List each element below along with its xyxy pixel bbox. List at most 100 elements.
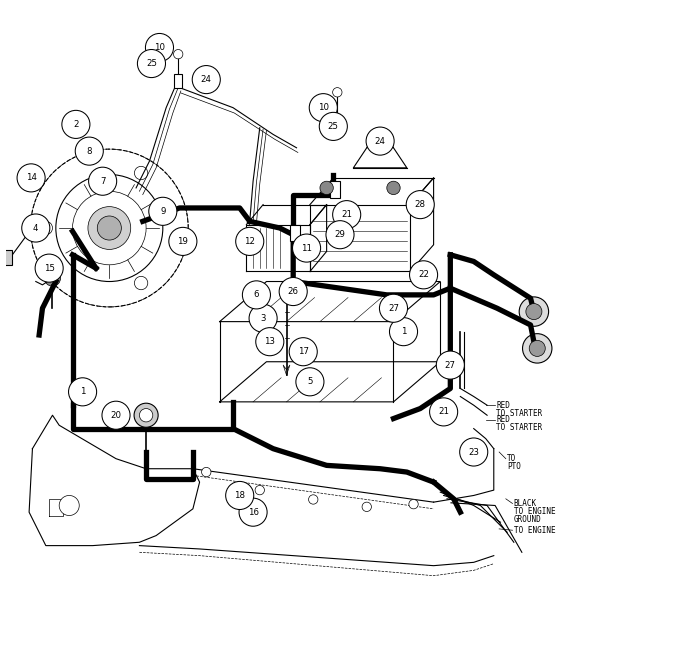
Circle shape <box>169 227 197 255</box>
Bar <box>333 116 341 129</box>
Circle shape <box>409 261 438 289</box>
Circle shape <box>35 254 63 282</box>
Circle shape <box>97 216 121 240</box>
Text: 25: 25 <box>146 59 157 68</box>
Text: 4: 4 <box>33 224 39 232</box>
Circle shape <box>102 401 130 429</box>
Circle shape <box>242 281 271 309</box>
Text: 1: 1 <box>401 327 406 336</box>
Circle shape <box>366 127 394 155</box>
Circle shape <box>522 334 552 363</box>
Bar <box>330 181 340 198</box>
Circle shape <box>292 234 320 262</box>
Circle shape <box>226 482 254 509</box>
Circle shape <box>520 297 549 326</box>
Circle shape <box>379 294 407 322</box>
Circle shape <box>362 502 371 511</box>
Circle shape <box>149 197 177 225</box>
Circle shape <box>309 94 337 122</box>
Text: 28: 28 <box>415 200 426 209</box>
Circle shape <box>529 340 545 356</box>
Text: 10: 10 <box>318 103 329 112</box>
Text: TO STARTER: TO STARTER <box>496 409 543 417</box>
Circle shape <box>333 200 360 228</box>
Bar <box>174 74 182 88</box>
Text: PTO: PTO <box>507 462 521 471</box>
Circle shape <box>320 181 333 194</box>
Text: 23: 23 <box>469 448 479 456</box>
Text: 21: 21 <box>438 407 449 416</box>
Circle shape <box>62 111 90 139</box>
Circle shape <box>17 164 45 192</box>
Text: 7: 7 <box>100 177 105 186</box>
Text: 21: 21 <box>341 210 352 219</box>
Text: BLACK: BLACK <box>514 499 537 508</box>
Circle shape <box>139 409 153 422</box>
Circle shape <box>320 113 347 141</box>
Circle shape <box>73 191 146 265</box>
Text: RED: RED <box>496 401 510 409</box>
Text: 25: 25 <box>328 122 339 131</box>
Circle shape <box>56 174 163 281</box>
Text: 24: 24 <box>201 75 211 84</box>
Text: 6: 6 <box>254 290 259 299</box>
Circle shape <box>296 368 324 396</box>
Circle shape <box>201 468 211 477</box>
Circle shape <box>192 66 220 94</box>
Text: 15: 15 <box>44 263 54 273</box>
Text: 5: 5 <box>307 377 313 387</box>
Circle shape <box>135 166 148 180</box>
Text: 10: 10 <box>154 43 165 52</box>
Text: 2: 2 <box>73 120 79 129</box>
Circle shape <box>460 438 488 466</box>
Text: 20: 20 <box>111 411 122 419</box>
Circle shape <box>31 149 188 307</box>
Text: 14: 14 <box>26 174 37 182</box>
Text: 13: 13 <box>265 337 275 346</box>
Circle shape <box>59 496 80 515</box>
Text: 19: 19 <box>177 237 188 246</box>
Circle shape <box>75 137 103 165</box>
Circle shape <box>289 338 318 366</box>
Circle shape <box>137 50 165 78</box>
Circle shape <box>255 486 265 495</box>
Circle shape <box>279 277 307 306</box>
Text: 22: 22 <box>418 270 429 279</box>
Text: 3: 3 <box>260 314 266 323</box>
Circle shape <box>22 214 50 242</box>
Circle shape <box>390 318 418 346</box>
Circle shape <box>135 276 148 289</box>
Text: 12: 12 <box>244 237 255 246</box>
Text: 11: 11 <box>301 244 312 253</box>
Text: TO STARTER: TO STARTER <box>496 423 543 432</box>
Circle shape <box>387 181 400 194</box>
Text: 27: 27 <box>388 304 399 313</box>
Text: 27: 27 <box>445 360 456 370</box>
Text: TO: TO <box>507 454 516 463</box>
Circle shape <box>309 495 318 504</box>
Circle shape <box>249 304 277 332</box>
Circle shape <box>236 227 264 255</box>
Text: 26: 26 <box>288 287 299 296</box>
Text: 16: 16 <box>248 508 258 517</box>
Circle shape <box>134 403 158 427</box>
Circle shape <box>239 498 267 526</box>
Circle shape <box>44 270 61 286</box>
Circle shape <box>173 50 183 59</box>
Circle shape <box>69 378 97 406</box>
Text: 1: 1 <box>80 387 85 397</box>
Circle shape <box>437 351 464 379</box>
Circle shape <box>526 304 542 320</box>
Circle shape <box>88 206 131 249</box>
Text: 18: 18 <box>234 491 245 500</box>
Circle shape <box>333 88 342 97</box>
Text: RED: RED <box>496 415 510 424</box>
Text: GROUND: GROUND <box>514 515 541 524</box>
Circle shape <box>39 221 52 234</box>
Text: TO ENGINE: TO ENGINE <box>514 526 556 535</box>
Bar <box>0 250 12 265</box>
Circle shape <box>406 190 435 218</box>
Text: TO ENGINE: TO ENGINE <box>514 507 556 516</box>
Circle shape <box>409 499 418 509</box>
Circle shape <box>326 220 354 249</box>
